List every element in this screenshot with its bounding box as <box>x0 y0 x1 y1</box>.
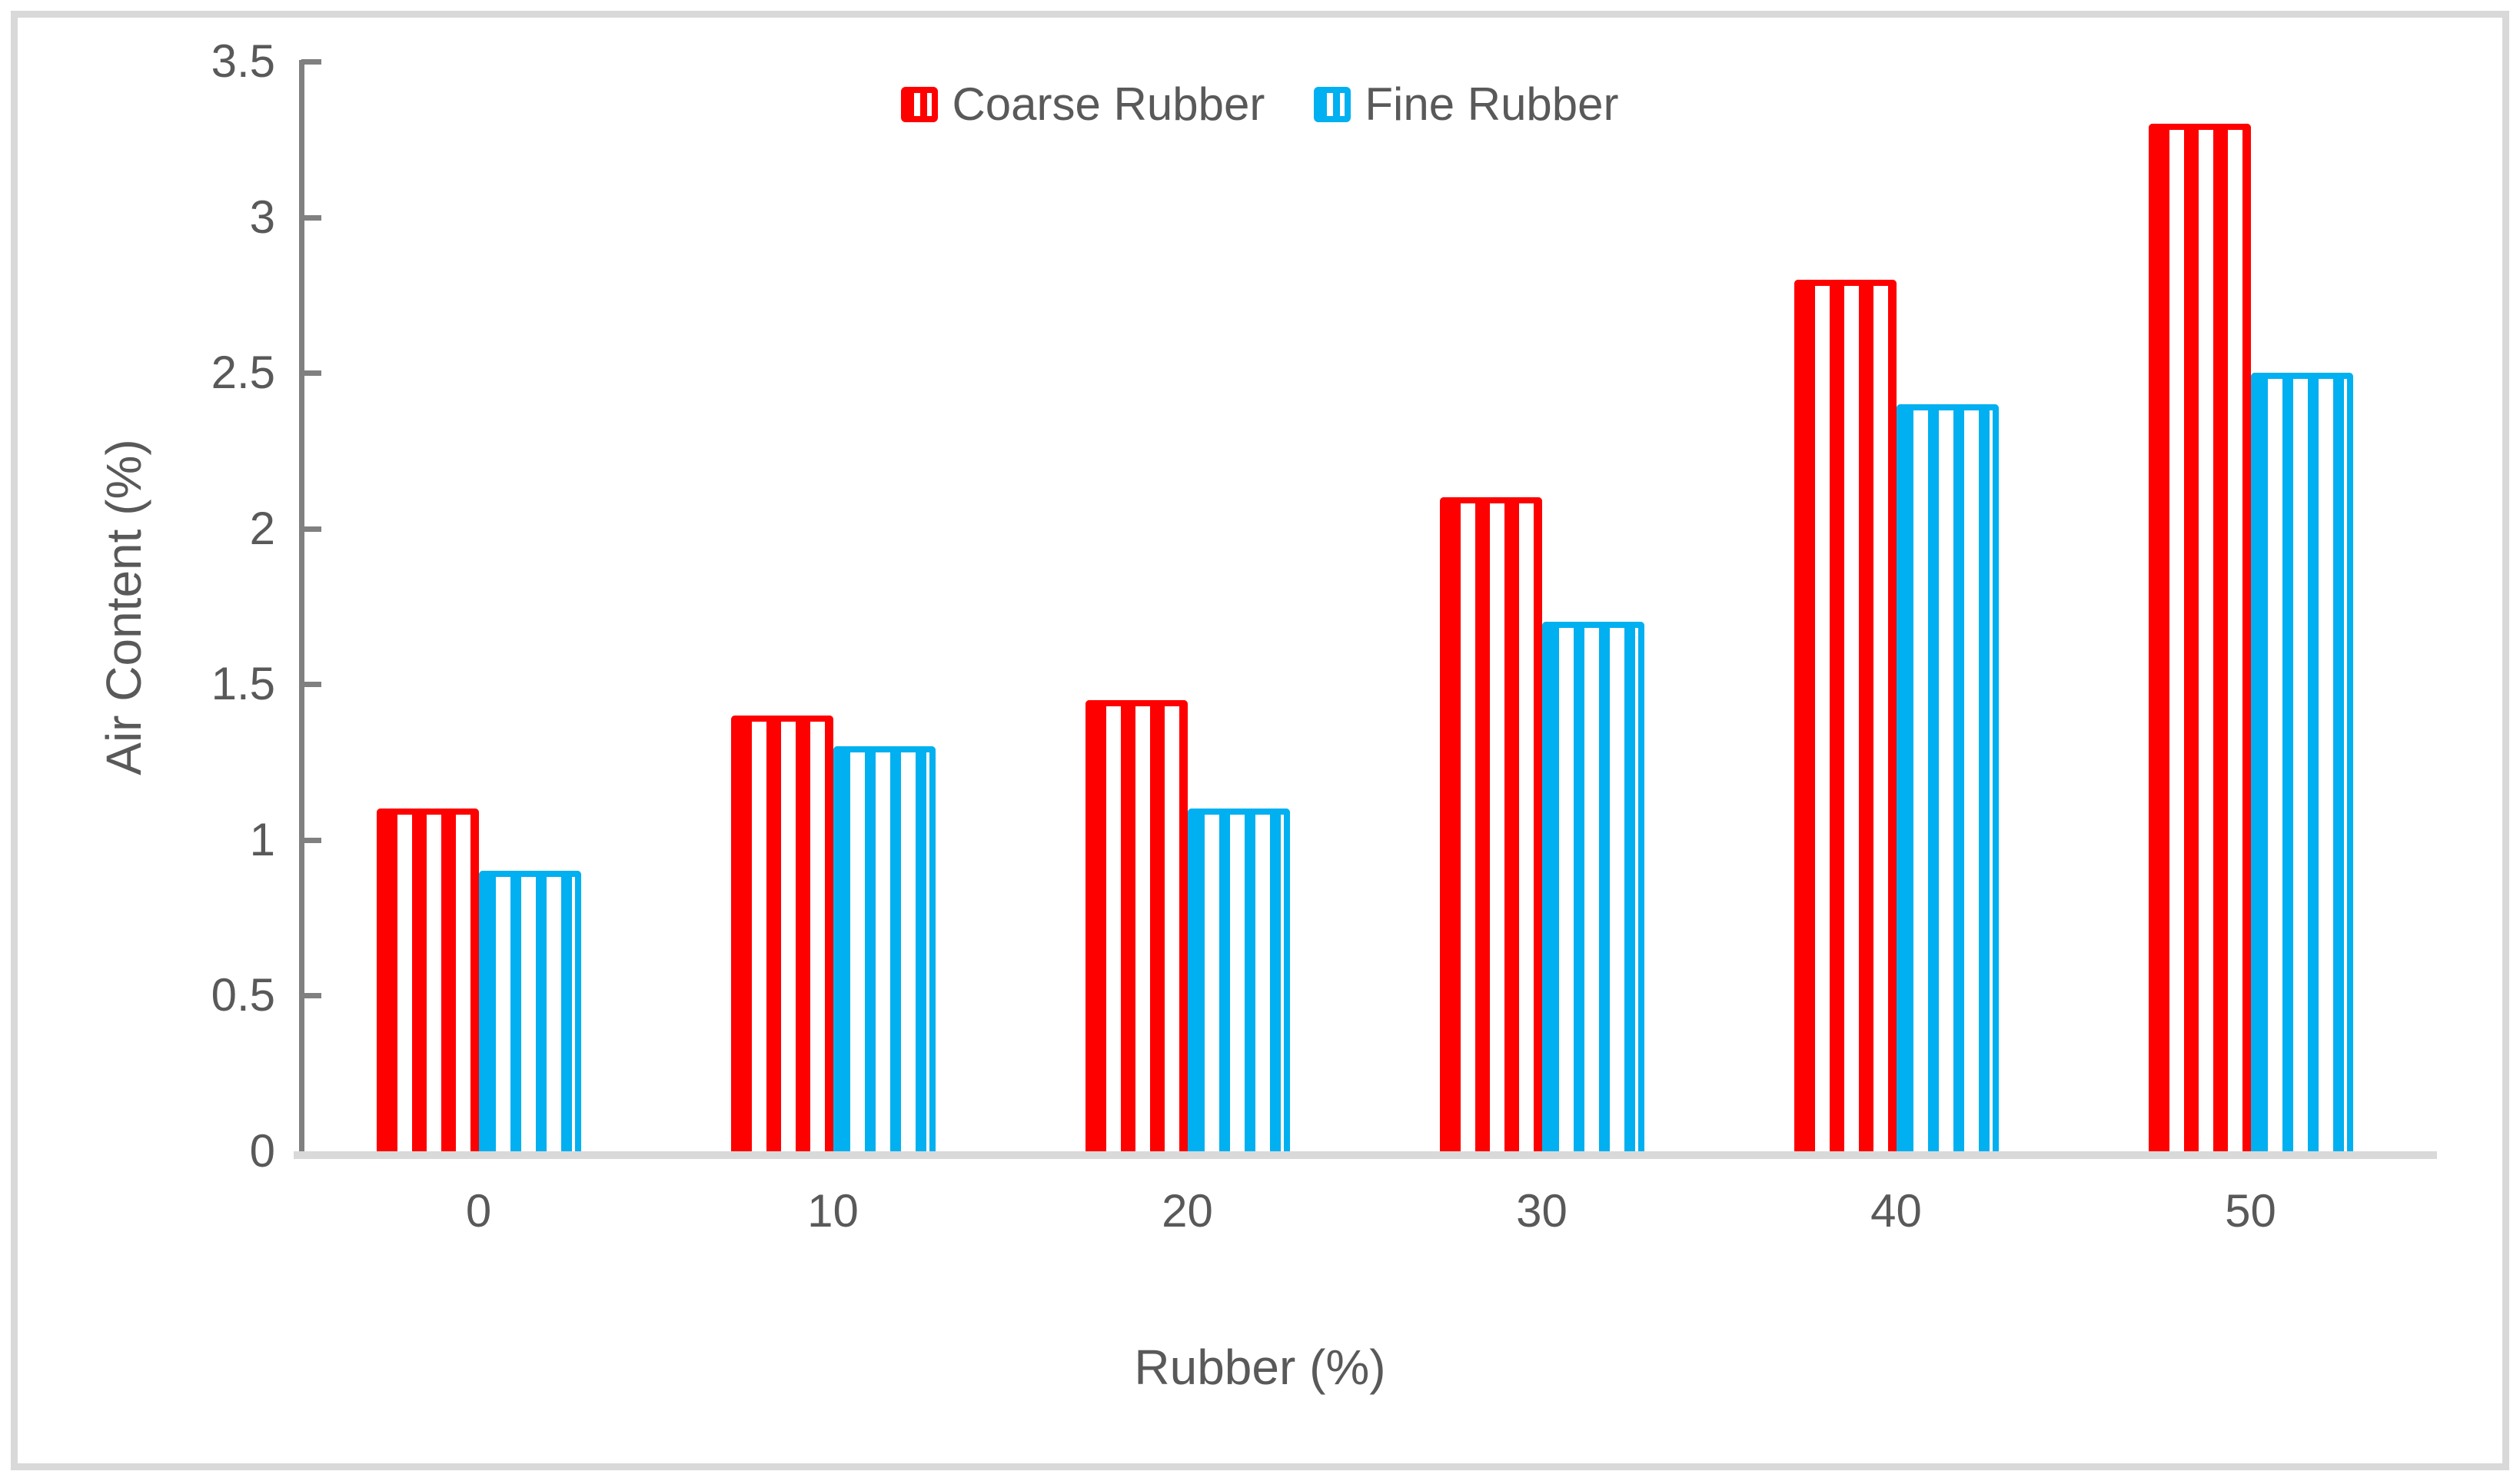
fine-rubber-swatch-icon <box>1314 87 1351 122</box>
bar-coarse-rubber-0 <box>376 809 479 1151</box>
figure-frame <box>11 11 2509 1470</box>
x-axis-line <box>294 1151 2437 1159</box>
y-tick-mark-3 <box>301 214 321 221</box>
bar-fine-rubber-20 <box>1187 809 1290 1151</box>
bar-coarse-rubber-50 <box>2148 124 2251 1151</box>
legend-item-fine-rubber: Fine Rubber <box>1314 77 1619 132</box>
bar-coarse-rubber-40 <box>1794 279 1897 1151</box>
y-tick-mark-3.5 <box>301 59 321 65</box>
y-tick-mark-1 <box>301 837 321 843</box>
x-tick-label-20: 20 <box>1162 1185 1213 1237</box>
y-tick-mark-2.5 <box>301 370 321 377</box>
bar-coarse-rubber-10 <box>730 715 833 1151</box>
bar-fine-rubber-10 <box>833 746 936 1151</box>
y-tick-mark-2 <box>301 526 321 532</box>
x-tick-label-30: 30 <box>1516 1185 1568 1237</box>
y-tick-label-3.5: 3.5 <box>211 35 275 87</box>
y-tick-label-1: 1 <box>249 813 275 865</box>
x-tick-label-0: 0 <box>465 1185 492 1237</box>
y-axis-line <box>299 60 304 1157</box>
x-axis-title: Rubber (%) <box>1134 1340 1386 1395</box>
y-tick-label-2: 2 <box>249 502 275 554</box>
bar-coarse-rubber-20 <box>1085 699 1188 1151</box>
legend-label-coarse-rubber: Coarse Rubber <box>952 78 1265 130</box>
bar-coarse-rubber-30 <box>1439 497 1542 1151</box>
x-tick-label-10: 10 <box>807 1185 859 1237</box>
bar-fine-rubber-30 <box>1541 622 1644 1151</box>
bar-fine-rubber-40 <box>1896 403 1999 1151</box>
coarse-rubber-swatch-icon <box>901 87 939 122</box>
x-tick-label-50: 50 <box>2225 1185 2276 1237</box>
y-tick-label-0: 0 <box>249 1125 275 1177</box>
y-tick-label-1.5: 1.5 <box>211 658 275 710</box>
y-tick-mark-0.5 <box>301 993 321 999</box>
legend-label-fine-rubber: Fine Rubber <box>1365 78 1619 130</box>
y-tick-mark-1.5 <box>301 682 321 688</box>
legend: Coarse Rubber Fine Rubber <box>0 77 2520 132</box>
y-tick-label-0.5: 0.5 <box>211 969 275 1021</box>
y-tick-label-2.5: 2.5 <box>211 347 275 399</box>
bar-fine-rubber-50 <box>2250 373 2353 1151</box>
legend-item-coarse-rubber: Coarse Rubber <box>901 77 1265 132</box>
y-tick-label-3: 3 <box>249 191 275 243</box>
x-tick-label-40: 40 <box>1870 1185 1922 1237</box>
bar-fine-rubber-0 <box>478 871 581 1151</box>
